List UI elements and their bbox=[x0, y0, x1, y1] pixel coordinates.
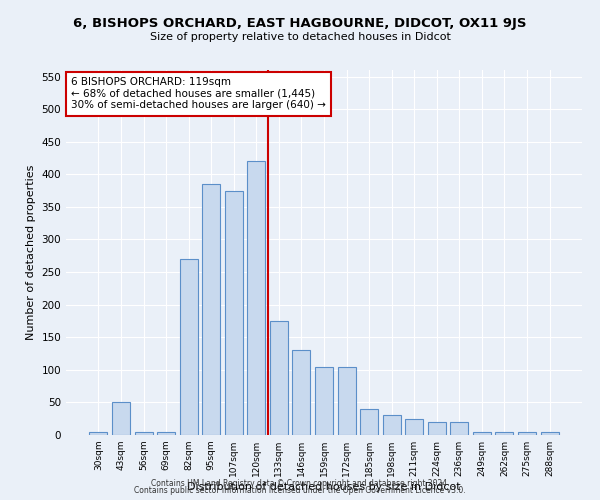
X-axis label: Distribution of detached houses by size in Didcot: Distribution of detached houses by size … bbox=[187, 482, 461, 492]
Bar bbox=[225, 190, 243, 435]
Bar bbox=[518, 432, 536, 435]
Bar bbox=[496, 432, 514, 435]
Bar bbox=[360, 409, 378, 435]
Bar bbox=[134, 432, 152, 435]
Text: Contains public sector information licensed under the Open Government Licence v3: Contains public sector information licen… bbox=[134, 486, 466, 495]
Text: 6 BISHOPS ORCHARD: 119sqm
← 68% of detached houses are smaller (1,445)
30% of se: 6 BISHOPS ORCHARD: 119sqm ← 68% of detac… bbox=[71, 78, 326, 110]
Bar bbox=[157, 432, 175, 435]
Bar bbox=[450, 422, 469, 435]
Text: 6, BISHOPS ORCHARD, EAST HAGBOURNE, DIDCOT, OX11 9JS: 6, BISHOPS ORCHARD, EAST HAGBOURNE, DIDC… bbox=[73, 18, 527, 30]
Bar bbox=[270, 321, 288, 435]
Bar bbox=[247, 161, 265, 435]
Bar bbox=[112, 402, 130, 435]
Bar bbox=[405, 418, 423, 435]
Bar bbox=[202, 184, 220, 435]
Text: Contains HM Land Registry data © Crown copyright and database right 2024.: Contains HM Land Registry data © Crown c… bbox=[151, 478, 449, 488]
Bar bbox=[179, 259, 198, 435]
Bar bbox=[338, 366, 356, 435]
Bar bbox=[315, 366, 333, 435]
Bar bbox=[89, 432, 107, 435]
Text: Size of property relative to detached houses in Didcot: Size of property relative to detached ho… bbox=[149, 32, 451, 42]
Bar bbox=[541, 432, 559, 435]
Bar bbox=[428, 422, 446, 435]
Bar bbox=[383, 416, 401, 435]
Bar bbox=[292, 350, 310, 435]
Y-axis label: Number of detached properties: Number of detached properties bbox=[26, 165, 36, 340]
Bar bbox=[473, 432, 491, 435]
